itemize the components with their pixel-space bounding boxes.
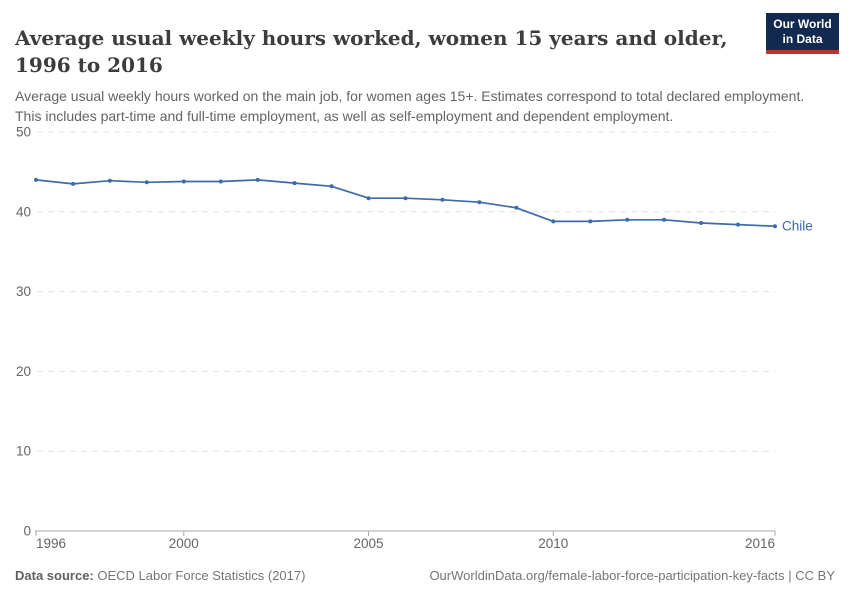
data-source-label: Data source: (15, 568, 94, 583)
y-tick-label: 30 (16, 284, 31, 299)
owid-logo-line1: Our World (773, 17, 832, 31)
data-point[interactable] (440, 197, 445, 202)
data-source-text: OECD Labor Force Statistics (2017) (93, 568, 306, 583)
data-point[interactable] (403, 196, 408, 201)
data-point[interactable] (34, 177, 38, 182)
y-tick-label: 0 (23, 524, 31, 539)
data-point[interactable] (773, 224, 777, 229)
y-tick-label: 50 (16, 125, 31, 140)
data-point[interactable] (107, 178, 112, 183)
x-tick-label: 1996 (36, 536, 66, 551)
y-tick-label: 40 (16, 204, 31, 219)
data-source: Data source: OECD Labor Force Statistics… (15, 568, 305, 583)
data-point[interactable] (181, 179, 186, 184)
data-point[interactable] (218, 179, 223, 184)
data-point[interactable] (736, 222, 740, 227)
data-point[interactable] (588, 219, 593, 224)
chart-title: Average usual weekly hours worked, women… (15, 26, 728, 78)
owid-logo-line2: in Data (782, 31, 823, 46)
chart-subtitle: Average usual weekly hours worked on the… (15, 88, 805, 124)
owid-logo[interactable]: Our World in Data (766, 13, 839, 54)
data-point[interactable] (292, 181, 297, 186)
data-point[interactable] (255, 177, 260, 182)
data-point[interactable] (699, 221, 704, 225)
data-point[interactable] (625, 217, 630, 222)
x-tick-label: 2000 (169, 536, 199, 551)
x-tick-label: 2010 (538, 536, 568, 551)
data-point[interactable] (551, 219, 556, 224)
x-tick-label: 2016 (745, 536, 775, 551)
data-point[interactable] (477, 200, 482, 205)
entity-label[interactable]: Chile (782, 219, 813, 234)
footer-link[interactable]: OurWorldinData.org/female-labor-force-pa… (429, 568, 835, 583)
y-tick-label: 10 (16, 444, 31, 459)
owid-logo-accent-bar (766, 50, 839, 54)
data-point[interactable] (144, 180, 149, 185)
data-point[interactable] (329, 184, 334, 189)
owid-logo-text: Our World in Data (766, 13, 839, 50)
y-tick-label: 20 (16, 364, 31, 379)
x-tick-label: 2005 (354, 536, 384, 551)
data-point[interactable] (662, 217, 667, 222)
data-point[interactable] (366, 196, 371, 201)
data-point[interactable] (71, 181, 75, 186)
chart-footer: Data source: OECD Labor Force Statistics… (15, 568, 835, 583)
data-point[interactable] (514, 205, 519, 210)
